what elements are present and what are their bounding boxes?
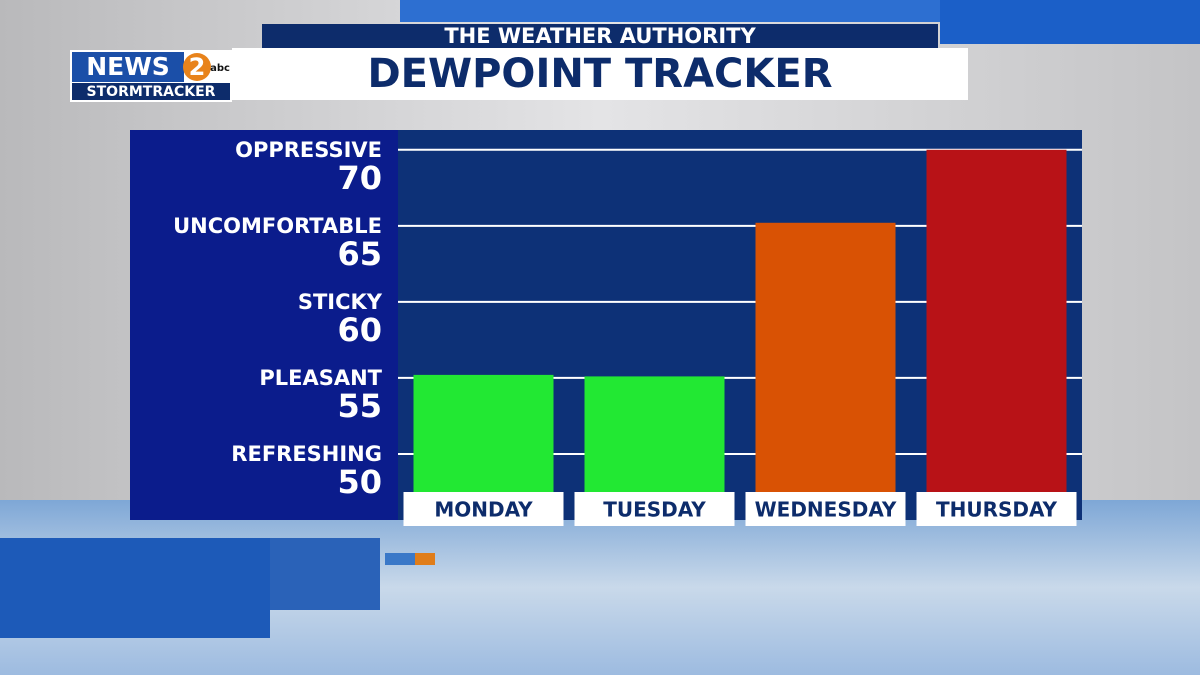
y-tick-label: 55 [337,387,382,425]
decor-stripe [400,0,940,22]
logo-station-bg [72,83,230,100]
bar [755,222,896,493]
y-tick-description: REFRESHING [231,442,382,466]
y-tick-description: PLEASANT [259,366,382,390]
bar [584,376,725,492]
x-tick-label: MONDAY [434,498,533,522]
logo-circle [183,53,211,81]
y-tick-label: 60 [337,311,382,349]
chart-title: DEWPOINT TRACKER [367,51,832,97]
decor-stripe [940,0,1200,44]
axis-panel [130,130,398,520]
decor-chip [415,553,435,565]
logo-station: STORMTRACKER [87,84,216,100]
bar [926,149,1067,492]
x-tick-label: THURSDAY [936,498,1058,522]
category-box [574,492,735,526]
logo-news-bg [72,52,184,82]
category-box [745,492,906,526]
decor-block [0,538,270,638]
bar [413,374,554,492]
x-tick-label: WEDNESDAY [755,498,897,522]
logo-news: NEWS [86,52,170,81]
y-tick-label: 70 [337,159,382,197]
x-tick-label: TUESDAY [603,498,706,522]
y-tick-description: UNCOMFORTABLE [173,214,382,238]
y-tick-label: 65 [337,235,382,273]
y-tick-description: OPPRESSIVE [235,138,382,162]
chart-subtitle: THE WEATHER AUTHORITY [444,24,756,48]
title-bar [232,48,968,100]
decor-block [270,538,380,610]
category-box [916,492,1077,526]
category-box [403,492,564,526]
y-tick-description: STICKY [298,290,383,314]
decor-chip [385,553,415,565]
y-tick-label: 50 [337,463,382,501]
logo-network: abc [210,63,230,74]
subtitle-bar [262,24,938,48]
logo-number: 2 [189,53,206,81]
